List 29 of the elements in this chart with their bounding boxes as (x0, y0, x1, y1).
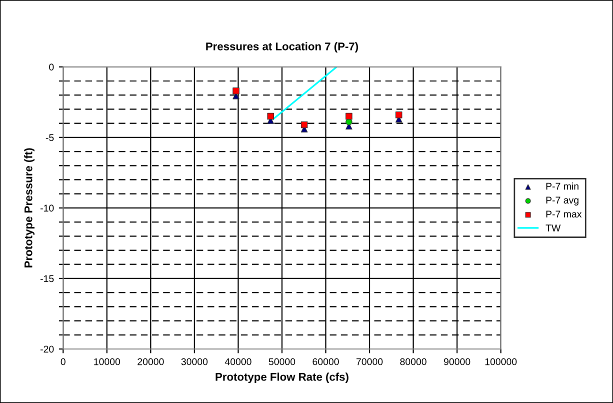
x-tick-label: 20000 (138, 358, 164, 366)
y-tick-label: -10 (40, 204, 54, 212)
x-tick-label: 100000 (485, 358, 517, 366)
legend-label: P-7 min (546, 182, 578, 190)
point (346, 112, 352, 120)
legend-label: P-7 avg (546, 196, 578, 206)
point (267, 112, 274, 120)
y-axis-title: Prototype Pressure (ft) (24, 148, 35, 268)
x-tick-label: 60000 (312, 358, 339, 366)
chart-title: Pressures at Location 7 (P-7) (206, 42, 358, 53)
y-tick-label: -20 (40, 346, 54, 353)
x-axis-title: Prototype Flow Rate (cfs) (216, 372, 348, 383)
point (395, 111, 402, 118)
x-tick-label: 30000 (181, 358, 208, 366)
y-tick-label: -5 (46, 134, 54, 142)
x-tick-label: 0 (60, 358, 66, 366)
point (232, 87, 240, 94)
point (346, 118, 352, 126)
legend-label: P-7 max (546, 210, 582, 218)
y-tick-label: 0 (49, 64, 54, 71)
x-tick-label: 50000 (268, 358, 296, 366)
x-tick-label: 10000 (94, 358, 120, 366)
x-tick-label: 80000 (400, 358, 426, 366)
x-tick-label: 90000 (444, 358, 470, 366)
point (300, 121, 308, 128)
y-tick-label: -15 (40, 275, 54, 282)
x-tick-label: 40000 (224, 358, 252, 366)
x-tick-label: 70000 (356, 358, 383, 366)
legend-label: TW (546, 224, 561, 232)
